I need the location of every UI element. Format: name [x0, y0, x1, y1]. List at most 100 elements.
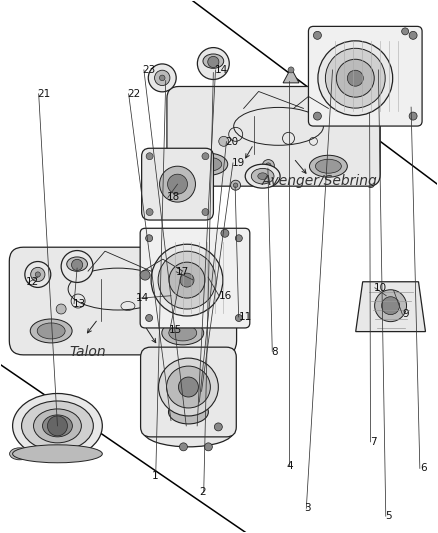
Text: 10: 10	[374, 282, 387, 293]
Circle shape	[159, 75, 165, 80]
Circle shape	[56, 304, 66, 314]
Text: 17: 17	[175, 267, 189, 277]
Circle shape	[178, 377, 198, 397]
FancyBboxPatch shape	[167, 86, 380, 186]
Text: 23: 23	[143, 65, 156, 75]
FancyBboxPatch shape	[140, 228, 250, 328]
Circle shape	[47, 416, 67, 436]
Ellipse shape	[190, 154, 228, 175]
Circle shape	[314, 31, 321, 39]
Ellipse shape	[21, 401, 93, 451]
Text: 14: 14	[136, 293, 149, 303]
Ellipse shape	[325, 49, 385, 108]
Circle shape	[221, 229, 229, 237]
Circle shape	[148, 64, 176, 92]
Circle shape	[235, 235, 242, 242]
Circle shape	[214, 423, 223, 431]
Ellipse shape	[34, 409, 81, 443]
Circle shape	[35, 272, 40, 277]
Circle shape	[202, 153, 209, 160]
Text: 11: 11	[239, 312, 252, 322]
Ellipse shape	[159, 166, 195, 202]
Text: 1: 1	[151, 471, 158, 481]
Ellipse shape	[310, 155, 347, 177]
Ellipse shape	[166, 366, 210, 408]
FancyBboxPatch shape	[9, 247, 237, 355]
Circle shape	[25, 262, 51, 287]
Circle shape	[61, 251, 93, 282]
Ellipse shape	[159, 358, 218, 416]
Circle shape	[146, 153, 153, 160]
Circle shape	[202, 208, 209, 215]
Circle shape	[409, 31, 417, 39]
Ellipse shape	[318, 41, 393, 116]
Ellipse shape	[42, 415, 72, 437]
Ellipse shape	[234, 108, 323, 146]
Text: 2: 2	[199, 487, 206, 497]
Circle shape	[219, 136, 229, 146]
Circle shape	[146, 235, 152, 242]
Circle shape	[198, 47, 229, 79]
Circle shape	[140, 270, 150, 280]
Ellipse shape	[67, 257, 88, 271]
Ellipse shape	[168, 174, 187, 194]
FancyBboxPatch shape	[308, 26, 422, 126]
Text: 3: 3	[304, 503, 311, 513]
Ellipse shape	[251, 168, 274, 184]
Text: 18: 18	[166, 192, 180, 203]
FancyBboxPatch shape	[141, 148, 213, 220]
Ellipse shape	[169, 262, 205, 298]
Text: 16: 16	[219, 290, 232, 301]
Circle shape	[155, 70, 170, 86]
Text: 6: 6	[420, 463, 427, 473]
Polygon shape	[283, 68, 299, 83]
Polygon shape	[356, 282, 425, 332]
Ellipse shape	[196, 157, 222, 171]
Text: 14: 14	[215, 65, 228, 75]
Text: 13: 13	[73, 298, 86, 309]
Circle shape	[205, 443, 212, 451]
Circle shape	[314, 112, 321, 120]
Text: 12: 12	[26, 278, 39, 287]
Circle shape	[288, 67, 294, 73]
Text: 8: 8	[272, 346, 278, 357]
Circle shape	[233, 183, 238, 188]
Circle shape	[180, 443, 187, 451]
Circle shape	[374, 290, 406, 321]
Text: Talon: Talon	[70, 344, 106, 359]
Ellipse shape	[169, 325, 197, 341]
Ellipse shape	[162, 321, 204, 345]
Text: 7: 7	[370, 437, 376, 447]
Ellipse shape	[13, 393, 102, 458]
Text: 4: 4	[287, 461, 293, 471]
Circle shape	[262, 159, 274, 172]
Ellipse shape	[336, 59, 374, 97]
Ellipse shape	[37, 323, 65, 339]
Circle shape	[208, 56, 219, 68]
Ellipse shape	[203, 54, 224, 68]
Ellipse shape	[10, 448, 29, 460]
Ellipse shape	[347, 70, 363, 86]
Circle shape	[146, 314, 152, 321]
Circle shape	[231, 180, 240, 190]
Text: 15: 15	[169, 325, 182, 335]
Circle shape	[71, 260, 83, 270]
Text: 22: 22	[127, 89, 141, 99]
Circle shape	[146, 208, 153, 215]
Circle shape	[31, 268, 45, 281]
Ellipse shape	[158, 251, 216, 309]
Text: 9: 9	[403, 309, 409, 319]
Ellipse shape	[315, 159, 341, 173]
Ellipse shape	[180, 273, 194, 287]
Ellipse shape	[144, 417, 233, 447]
Ellipse shape	[258, 173, 268, 180]
Circle shape	[409, 112, 417, 120]
Ellipse shape	[68, 268, 168, 310]
Text: 19: 19	[232, 158, 245, 168]
Circle shape	[265, 163, 271, 168]
Text: 20: 20	[226, 136, 239, 147]
Ellipse shape	[169, 400, 208, 424]
FancyBboxPatch shape	[141, 347, 236, 437]
Ellipse shape	[151, 244, 223, 316]
Ellipse shape	[13, 445, 102, 463]
